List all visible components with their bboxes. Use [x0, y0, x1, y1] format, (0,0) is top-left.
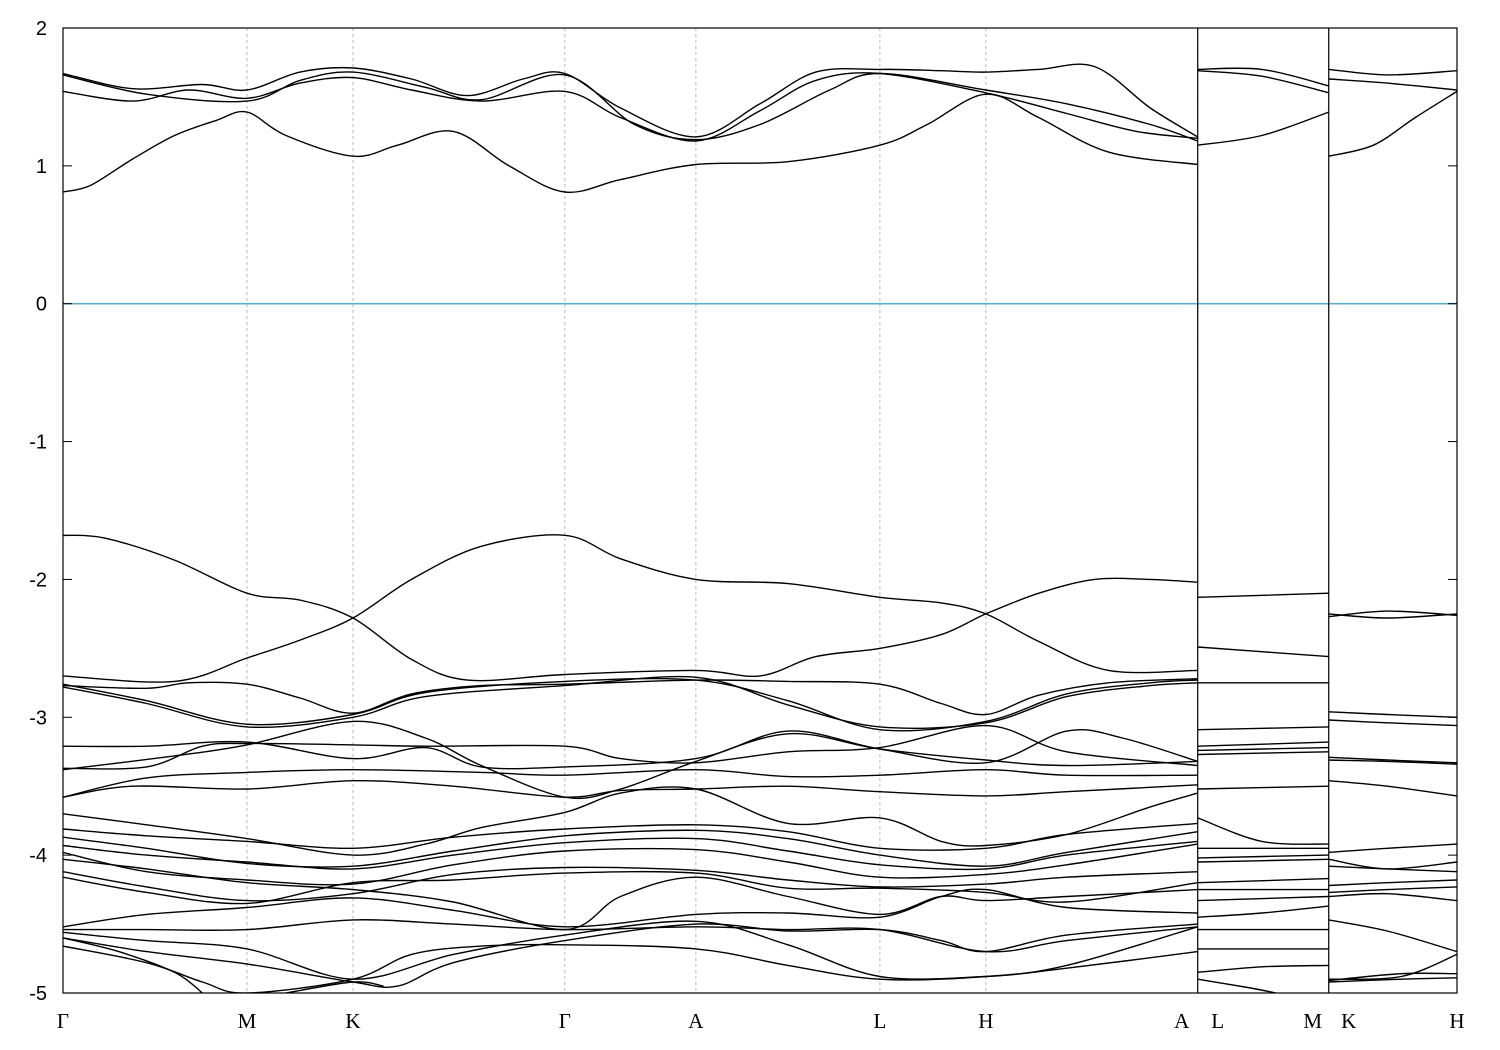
- band-line: [63, 937, 203, 993]
- band-line: [63, 71, 1198, 142]
- y-tick-label: -5: [29, 983, 47, 1005]
- band-line: [1197, 858, 1329, 863]
- y-tick-label: 0: [36, 294, 47, 316]
- band-line: [63, 837, 1198, 871]
- band-line: [1328, 719, 1457, 727]
- band-line: [1197, 751, 1329, 756]
- band-line: [1328, 68, 1457, 76]
- band-line: [63, 724, 1198, 770]
- band-line: [1197, 592, 1329, 598]
- band-line: [63, 534, 1198, 682]
- x-kpoint-label: M: [1303, 1009, 1322, 1033]
- x-kpoint-label: Γ: [559, 1009, 571, 1033]
- band-line: [63, 720, 1198, 800]
- band-line: [1197, 895, 1329, 902]
- band-line: [63, 926, 1198, 993]
- band-line: [1197, 111, 1330, 146]
- band-line: [63, 779, 1198, 798]
- band-line: [63, 919, 1198, 953]
- x-kpoint-label: L: [1211, 1009, 1224, 1033]
- band-line: [63, 93, 1198, 194]
- band-line: [1197, 646, 1329, 658]
- band-line: [63, 72, 1198, 142]
- plot-frame: [62, 27, 1458, 994]
- band-line: [1197, 785, 1329, 790]
- x-kpoint-label: Γ: [57, 1009, 69, 1033]
- band-line: [1328, 90, 1457, 157]
- band-line: [63, 822, 1198, 851]
- band-line: [63, 829, 1198, 868]
- band-line: [1197, 741, 1329, 747]
- band-line: [63, 728, 1198, 770]
- band-line: [1328, 756, 1457, 764]
- band-line: [1328, 843, 1457, 854]
- band-line: [1328, 858, 1457, 870]
- band-line: [1197, 854, 1329, 859]
- band-line: [1197, 67, 1329, 87]
- band-line: [63, 888, 1198, 928]
- band-line: [1197, 964, 1329, 973]
- y-tick-label: -2: [29, 569, 47, 591]
- band-line: [1328, 977, 1457, 983]
- band-line: [1328, 759, 1457, 765]
- band-line: [1197, 746, 1329, 752]
- band-line: [63, 768, 1198, 798]
- band-line: [63, 786, 1198, 856]
- band-line: [1328, 886, 1457, 894]
- band-line: [1197, 978, 1276, 993]
- band-line: [1197, 877, 1329, 884]
- band-line: [63, 843, 1198, 886]
- x-kpoint-label: A: [1174, 1009, 1190, 1033]
- x-kpoint-label: H: [1449, 1009, 1464, 1033]
- y-tick-label: -1: [29, 432, 47, 454]
- band-line: [1197, 817, 1329, 845]
- y-axis-ticks: 2 1 0 -1 -2 -3 -4 -5: [29, 18, 1457, 1005]
- band-line: [63, 534, 1198, 683]
- band-line: [63, 870, 1198, 905]
- x-kpoint-label: K: [345, 1009, 360, 1033]
- band-line: [1328, 780, 1457, 797]
- band-line: [63, 866, 1198, 902]
- band-line: [1197, 905, 1329, 918]
- band-line: [1197, 70, 1329, 94]
- x-kpoint-label: K: [1341, 1009, 1356, 1033]
- band-line: [1197, 726, 1329, 731]
- x-kpoint-label: A: [688, 1009, 704, 1033]
- band-line: [1328, 972, 1457, 982]
- band-line: [1328, 953, 1457, 980]
- band-line: [63, 923, 1198, 989]
- y-tick-label: 2: [36, 18, 47, 40]
- x-kpoint-label: M: [238, 1009, 257, 1033]
- band-line: [63, 63, 1199, 138]
- plot-border: [62, 27, 1458, 994]
- band-line: [1328, 711, 1457, 718]
- band-line: [1328, 879, 1457, 887]
- y-tick-label: 1: [36, 156, 47, 178]
- band-line: [1328, 919, 1457, 953]
- band-line: [63, 678, 1198, 716]
- band-line: [1328, 610, 1457, 618]
- band-line: [63, 677, 1198, 732]
- band-line: [285, 981, 384, 993]
- x-kpoint-label: L: [873, 1009, 886, 1033]
- band-line: [63, 675, 1198, 729]
- band-lines: [63, 63, 1457, 993]
- band-line: [1328, 78, 1457, 91]
- x-kpoint-label: H: [978, 1009, 993, 1033]
- y-tick-label: -4: [29, 845, 47, 867]
- y-tick-label: -3: [29, 707, 47, 729]
- band-line: [1328, 892, 1457, 902]
- band-line: [63, 858, 1198, 931]
